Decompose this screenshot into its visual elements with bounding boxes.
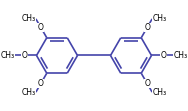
Text: O: O [38, 79, 44, 88]
Text: CH₃: CH₃ [173, 51, 187, 60]
Text: O: O [144, 23, 150, 32]
Text: CH₃: CH₃ [1, 51, 15, 60]
Text: CH₃: CH₃ [152, 14, 166, 23]
Text: CH₃: CH₃ [22, 14, 36, 23]
Text: CH₃: CH₃ [22, 88, 36, 97]
Text: O: O [22, 51, 28, 60]
Text: O: O [160, 51, 166, 60]
Text: O: O [144, 79, 150, 88]
Text: CH₃: CH₃ [152, 88, 166, 97]
Text: O: O [38, 23, 44, 32]
